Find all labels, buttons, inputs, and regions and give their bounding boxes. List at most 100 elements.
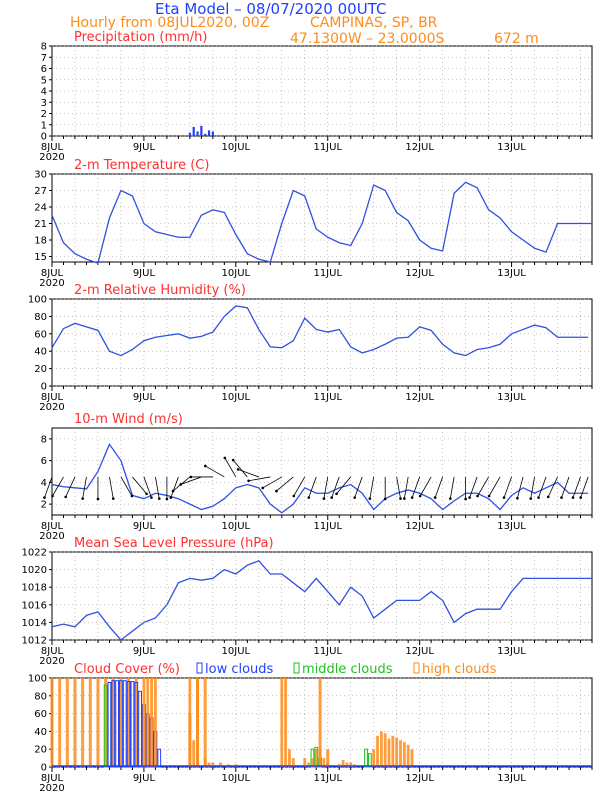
cloud-bar xyxy=(150,678,153,767)
wind-arrow-head xyxy=(247,479,250,483)
cloud-bar xyxy=(207,762,211,767)
y-tick-label: 1020 xyxy=(22,565,47,576)
x-tick-label: 10JUL xyxy=(222,142,251,153)
y-tick-label: 40 xyxy=(34,347,47,358)
y-tick-label: 3 xyxy=(41,98,47,109)
wind-arrow-head xyxy=(560,496,563,499)
cloud-bar xyxy=(307,762,310,767)
y-tick-label: 0 xyxy=(41,763,47,774)
cloud-bar xyxy=(372,749,376,767)
chart-subtitle: Hourly from 08JUL2020, 00Z xyxy=(70,15,270,31)
cloud-bar xyxy=(104,678,108,767)
cloud-bar xyxy=(410,749,414,767)
wind-arrow xyxy=(262,476,282,489)
wind-arrow-head xyxy=(464,497,467,501)
wind-arrow xyxy=(503,476,512,498)
x-tick-label: 8JUL xyxy=(41,142,64,153)
wind-arrow-head xyxy=(335,492,338,496)
wind-arrow-head xyxy=(261,486,265,490)
wind-arrow-head xyxy=(43,496,46,499)
cloud-bar xyxy=(402,742,406,767)
wind-arrow-head xyxy=(537,496,540,499)
cloud-bar xyxy=(203,678,207,767)
panel-frame xyxy=(51,298,593,387)
wind-arrow xyxy=(331,476,340,498)
wind-arrow xyxy=(170,476,179,498)
cloud-bar xyxy=(119,678,123,767)
cloud-bar xyxy=(291,758,295,767)
panel-frame xyxy=(51,677,593,768)
wind-arrow xyxy=(132,476,147,495)
cloud-bar xyxy=(192,740,196,767)
precip-bar xyxy=(192,127,195,136)
x-year-label: 2020 xyxy=(39,531,64,542)
cloud-bar xyxy=(326,762,330,767)
y-tick-label: 1022 xyxy=(22,548,47,559)
precip-bar xyxy=(196,131,199,136)
cloud-bar xyxy=(142,678,146,767)
x-tick-label: 9JUL xyxy=(133,268,156,279)
chart-main-title: Eta Model – 08/07/2020 00UTC xyxy=(155,0,387,18)
cloud-bar xyxy=(318,749,322,767)
x-tick-label: 10JUL xyxy=(222,646,251,657)
x-tick-label: 8JUL xyxy=(41,392,64,403)
panel-title: Precipitation (mm/h) xyxy=(74,30,207,45)
chart-location: CAMPINAS, SP, BR xyxy=(310,15,438,31)
cloud-bar xyxy=(311,758,314,767)
y-tick-label: 60 xyxy=(34,709,47,720)
x-tick-label: 13JUL xyxy=(497,142,526,153)
wind-arrow xyxy=(276,476,294,492)
y-tick-label: 8 xyxy=(41,42,47,53)
wind-arrow xyxy=(44,476,53,498)
cloud-bar xyxy=(126,681,131,768)
wind-arrow xyxy=(120,476,133,497)
cloud-bar xyxy=(73,678,77,767)
y-tick-label: 0 xyxy=(41,382,47,393)
cloud-bar xyxy=(326,749,330,767)
wind-arrow-head xyxy=(150,496,153,499)
wind-arrow-head xyxy=(275,489,278,493)
wind-arrow xyxy=(561,476,570,498)
wind-arrow-head xyxy=(529,497,533,500)
x-tick-label: 11JUL xyxy=(313,268,342,279)
wind-arrow-head xyxy=(145,492,148,496)
wind-arrow xyxy=(516,476,524,499)
wind-arrow xyxy=(369,476,375,499)
wind-arrow xyxy=(143,476,152,498)
wind-arrow-head xyxy=(399,497,402,500)
wind-arrow-head xyxy=(165,497,169,501)
wind-arrow-head xyxy=(322,497,326,500)
precip-bar xyxy=(204,133,207,136)
chart-elevation: 672 m xyxy=(494,31,539,47)
y-tick-label: 0 xyxy=(41,132,47,143)
cloud-bar xyxy=(188,678,192,767)
cloud-bar xyxy=(138,690,142,768)
cloud-bar xyxy=(88,678,92,767)
y-tick-label: 40 xyxy=(34,727,47,738)
wind-arrow-head xyxy=(546,495,550,499)
x-tick-label: 10JUL xyxy=(222,392,251,403)
wind-arrow-head xyxy=(418,494,422,498)
cloud-bar xyxy=(349,762,353,767)
wind-arrow-head xyxy=(203,464,207,468)
wind-arrow-head xyxy=(383,497,387,501)
series-line xyxy=(51,442,589,514)
wind-arrow-head xyxy=(571,496,575,499)
wind-arrow xyxy=(205,465,225,478)
legend-swatch xyxy=(293,662,300,674)
y-tick-label: 8 xyxy=(41,434,47,445)
y-tick-label: 100 xyxy=(28,674,47,685)
cloud-bar xyxy=(318,678,322,767)
wind-arrow-head xyxy=(169,496,173,499)
wind-arrow-head xyxy=(231,458,235,462)
cloud-bar xyxy=(284,678,288,767)
wind-arrow xyxy=(547,476,558,498)
wind-arrow xyxy=(411,476,421,498)
wind-arrow xyxy=(469,476,478,498)
legend-label: high clouds xyxy=(422,662,497,677)
y-tick-label: 4 xyxy=(41,478,47,489)
y-tick-label: 1012 xyxy=(22,636,47,647)
x-tick-label: 12JUL xyxy=(405,521,434,532)
legend-swatch xyxy=(413,662,420,674)
wind-arrow-head xyxy=(476,494,479,498)
